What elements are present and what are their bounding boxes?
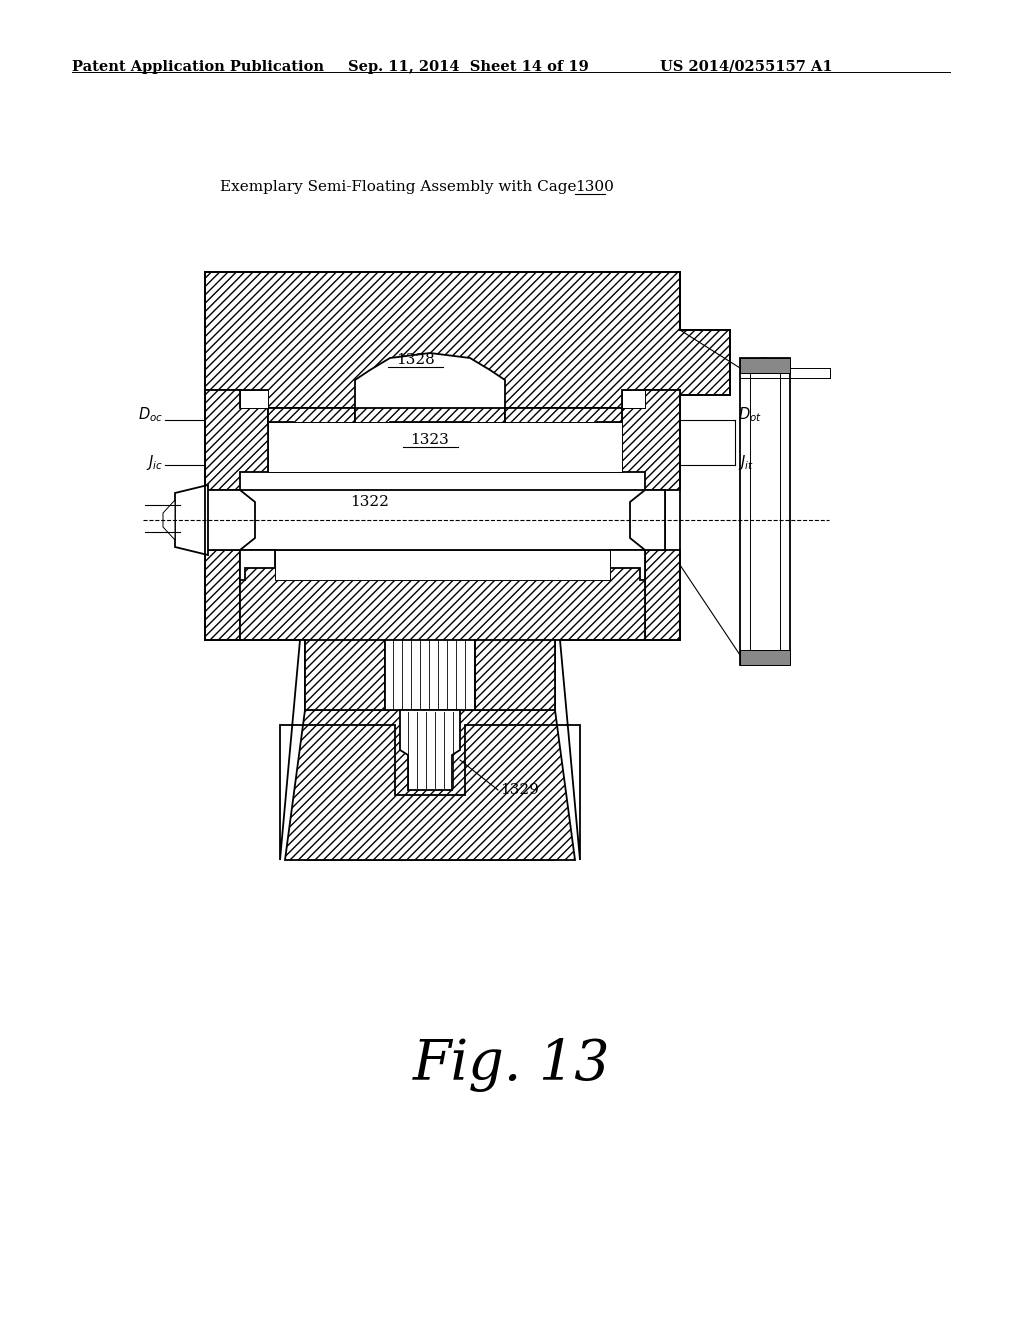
- Polygon shape: [240, 550, 645, 861]
- Text: $D_{oc}$: $D_{oc}$: [138, 405, 163, 424]
- Text: $D_{ot}$: $D_{ot}$: [738, 405, 762, 424]
- Polygon shape: [205, 272, 730, 408]
- Polygon shape: [268, 408, 355, 438]
- Polygon shape: [622, 389, 680, 490]
- Text: Exemplary Semi-Floating Assembly with Cage: Exemplary Semi-Floating Assembly with Ca…: [220, 180, 582, 194]
- Text: 1322: 1322: [350, 495, 389, 510]
- Polygon shape: [163, 500, 175, 540]
- Text: Patent Application Publication: Patent Application Publication: [72, 59, 324, 74]
- Text: $J_{ic}$: $J_{ic}$: [146, 453, 163, 471]
- Bar: [385, 640, 475, 710]
- Text: Fig. 13: Fig. 13: [414, 1038, 610, 1093]
- Polygon shape: [645, 550, 680, 640]
- Bar: [740, 649, 790, 665]
- Polygon shape: [505, 408, 622, 438]
- Polygon shape: [195, 490, 255, 550]
- Text: 1328: 1328: [395, 352, 434, 367]
- Bar: [275, 550, 610, 579]
- Polygon shape: [240, 550, 275, 579]
- Bar: [195, 490, 665, 550]
- Polygon shape: [285, 710, 575, 861]
- Bar: [268, 422, 622, 473]
- Bar: [240, 389, 268, 408]
- Text: US 2014/0255157 A1: US 2014/0255157 A1: [660, 59, 833, 74]
- Bar: [750, 374, 780, 649]
- Polygon shape: [610, 550, 645, 579]
- Polygon shape: [630, 490, 665, 550]
- Polygon shape: [355, 408, 505, 438]
- Text: 1300: 1300: [575, 180, 613, 194]
- Polygon shape: [475, 640, 555, 710]
- Bar: [622, 389, 645, 408]
- Polygon shape: [305, 640, 385, 710]
- Text: 1329: 1329: [500, 783, 539, 797]
- Bar: [622, 389, 645, 408]
- Text: $J_{it}$: $J_{it}$: [738, 453, 754, 471]
- Polygon shape: [205, 389, 268, 490]
- Polygon shape: [175, 484, 208, 554]
- Polygon shape: [205, 550, 240, 640]
- Bar: [740, 358, 790, 374]
- Text: 1323: 1323: [411, 433, 450, 447]
- Text: Sep. 11, 2014  Sheet 14 of 19: Sep. 11, 2014 Sheet 14 of 19: [348, 59, 589, 74]
- Polygon shape: [400, 710, 460, 789]
- Bar: [740, 358, 790, 665]
